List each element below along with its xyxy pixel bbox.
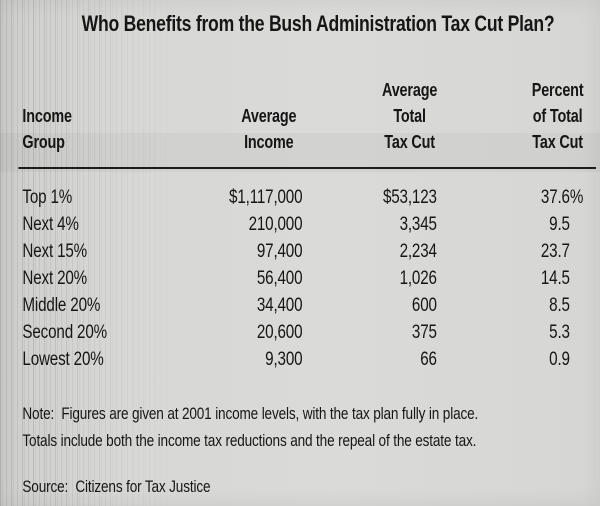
column-header-line: Average [382, 80, 438, 100]
column-header-line: Percent [531, 80, 584, 100]
column-header-line: Average [241, 106, 297, 126]
scan-header-shade-band [0, 133, 600, 172]
header-rule [18, 167, 596, 169]
column-header-line: Total [393, 106, 426, 126]
cell-percent-of-total-tax-cut: 23.7% [540, 241, 570, 262]
table-row: Middle 20% 34,400 600 8.5% [0, 292, 600, 319]
table-row: Lowest 20% 9,300 66 0.9% [0, 346, 600, 373]
cell-percent-of-total-tax-cut: 14.5% [540, 268, 570, 289]
cell-income-group: Next 4% [22, 214, 79, 235]
note-line-2: Totals include both the income tax reduc… [22, 431, 477, 450]
column-header-line: Income [244, 132, 294, 152]
cell-average-income: 20,600 [256, 322, 303, 343]
cell-average-total-tax-cut: 3,345 [399, 214, 437, 235]
note: Note: Figures are given at 2001 income l… [22, 400, 478, 454]
table-row: Next 20% 56,400 1,026 14.5% [0, 265, 600, 292]
cell-average-total-tax-cut: 66 [420, 349, 437, 370]
table-body: Top 1% $1,117,000 $53,123 37.6% Next 4% 210,0… [0, 184, 600, 373]
cell-average-income: 97,400 [256, 241, 303, 262]
cell-income-group: Next 15% [22, 241, 88, 262]
column-header-percent-of-total-tax-cut: Percent of Total Tax Cut [532, 77, 584, 155]
cell-average-total-tax-cut: 2,234 [399, 241, 437, 262]
cell-percent-of-total-tax-cut: 0.9% [549, 349, 570, 370]
cell-percent-of-total-tax-cut: 37.6% [540, 187, 584, 208]
cell-percent-of-total-tax-cut: 9.5% [549, 214, 570, 235]
cell-income-group: Top 1% [22, 187, 73, 208]
source-line: Source: Citizens for Tax Justice [22, 477, 211, 496]
column-header-line: Income [22, 106, 72, 126]
note-line-1: Note: Figures are given at 2001 income l… [22, 404, 479, 423]
table-row: Next 15% 97,400 2,234 23.7% [0, 238, 600, 265]
cell-percent-of-total-tax-cut: 8.5% [549, 295, 570, 316]
cell-average-income: $1,117,000 [229, 187, 303, 208]
cell-average-total-tax-cut: $53,123 [382, 187, 437, 208]
table-header: Income Group Average Income Average Tota… [0, 77, 600, 155]
cell-average-income: 210,000 [248, 214, 303, 235]
cell-average-total-tax-cut: 375 [411, 322, 437, 343]
cell-average-income: 56,400 [256, 268, 303, 289]
cell-average-total-tax-cut: 600 [411, 295, 437, 316]
column-header-income-group: Income Group [22, 103, 72, 155]
cell-income-group: Next 20% [22, 268, 88, 289]
cell-average-income: 34,400 [256, 295, 303, 316]
figure-title: Who Benefits from the Bush Administratio… [81, 11, 555, 36]
cell-income-group: Second 20% [22, 322, 107, 343]
column-header-average-total-tax-cut: Average Total Tax Cut [382, 77, 437, 155]
column-header-average-income: Average Income [241, 103, 296, 155]
cell-income-group: Lowest 20% [22, 349, 104, 370]
column-header-line: Group [22, 132, 65, 152]
cell-average-total-tax-cut: 1,026 [399, 268, 437, 289]
scan-streak-texture [0, 0, 185, 506]
column-header-line: Tax Cut [532, 132, 583, 152]
table-row: Second 20% 20,600 375 5.3% [0, 319, 600, 346]
table-row: Next 4% 210,000 3,345 9.5% [0, 211, 600, 238]
table-row: Top 1% $1,117,000 $53,123 37.6% [0, 184, 600, 211]
column-header-line: Tax Cut [384, 132, 435, 152]
column-header-line: of Total [532, 106, 583, 126]
cell-income-group: Middle 20% [22, 295, 101, 316]
cell-average-income: 9,300 [265, 349, 303, 370]
cell-percent-of-total-tax-cut: 5.3% [549, 322, 570, 343]
